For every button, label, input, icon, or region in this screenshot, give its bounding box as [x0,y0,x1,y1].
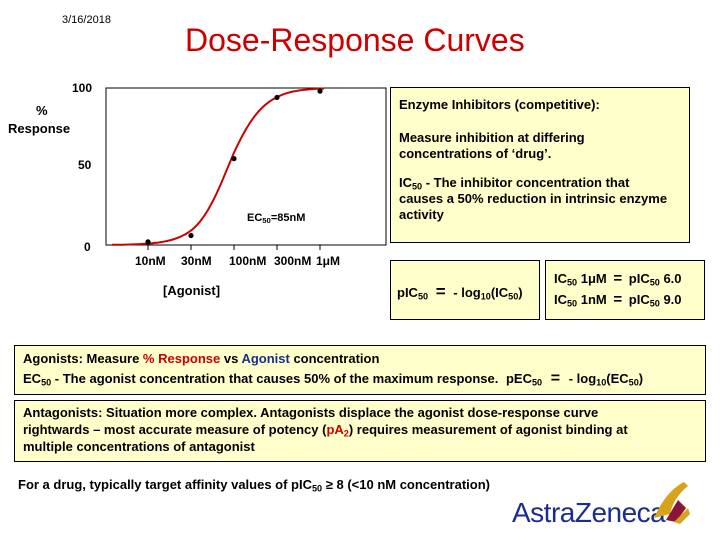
agonist-box: Agonists: Measure % Response vs Agonist … [14,345,706,395]
data-points [145,88,323,245]
pic50-formula: pIC50 = - log10(IC50) [397,282,523,302]
ic50-definition-line-3: activity [399,207,444,222]
y-label-percent: % [36,103,48,118]
pic50-examples-box: IC50 1μM = pIC50 6.0 IC50 1nM = pIC50 9.… [545,260,705,320]
target-affinity-note: For a drug, typically target affinity va… [18,477,490,494]
data-point [145,239,151,245]
x-tick-100nm: 100nM [229,254,267,268]
axis-ticks [147,245,321,250]
data-point [274,94,280,101]
data-point [317,88,323,94]
agonist-line-1: Agonists: Measure % Response vs Agonist … [23,351,380,366]
agonist-line-2: EC50 - The agonist concentration that ca… [23,370,644,388]
inhibitor-box: Enzyme Inhibitors (competitive): Measure… [390,87,690,243]
antagonist-line-3: multiple concentrations of antagonist [23,439,255,454]
x-tick-10nm: 10nM [135,254,166,268]
plot-area [105,87,387,246]
y-tick-50: 50 [78,158,92,172]
inhibitor-heading: Enzyme Inhibitors (competitive): [399,97,600,112]
slide-date: 3/16/2018 [62,14,111,26]
ic50-definition-line-1: IC50 - The inhibitor concentration that [399,175,630,192]
example-row-1nm: IC50 1nM = pIC50 9.0 [554,291,682,309]
ic50-definition-line-2: causes a 50% reduction in intrinsic enzy… [399,191,668,206]
x-axis-label: [Agonist] [163,283,221,298]
y-label-response: Response [8,121,71,136]
astrazeneca-logo: AstraZeneca [512,497,666,528]
astrazeneca-emblem-icon [654,482,690,524]
antagonist-line-2: rightwards – most accurate measure of po… [23,422,628,439]
example-row-1um: IC50 1μM = pIC50 6.0 [554,270,682,288]
slide-title: Dose-Response Curves [185,22,525,58]
pic50-formula-box: pIC50 = - log10(IC50) [390,260,540,320]
y-tick-0: 0 [84,240,91,254]
y-tick-100: 100 [72,81,93,95]
x-tick-1um: 1μM [316,254,341,268]
inhibitor-line-2: concentrations of ‘drug’. [399,146,552,161]
inhibitor-line-1: Measure inhibition at differing [399,130,585,145]
antagonist-line-1: Antagonists: Situation more complex. Ant… [23,405,599,420]
ec50-annotation: EC50=85nM [247,212,306,225]
x-tick-30nm: 30nM [181,254,212,268]
data-point [188,232,194,239]
data-point [231,156,237,162]
antagonist-box: Antagonists: Situation more complex. Ant… [14,400,706,462]
x-tick-300nm: 300nM [274,254,312,268]
